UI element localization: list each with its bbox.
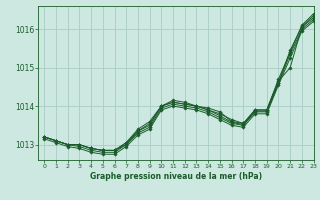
X-axis label: Graphe pression niveau de la mer (hPa): Graphe pression niveau de la mer (hPa): [90, 172, 262, 181]
